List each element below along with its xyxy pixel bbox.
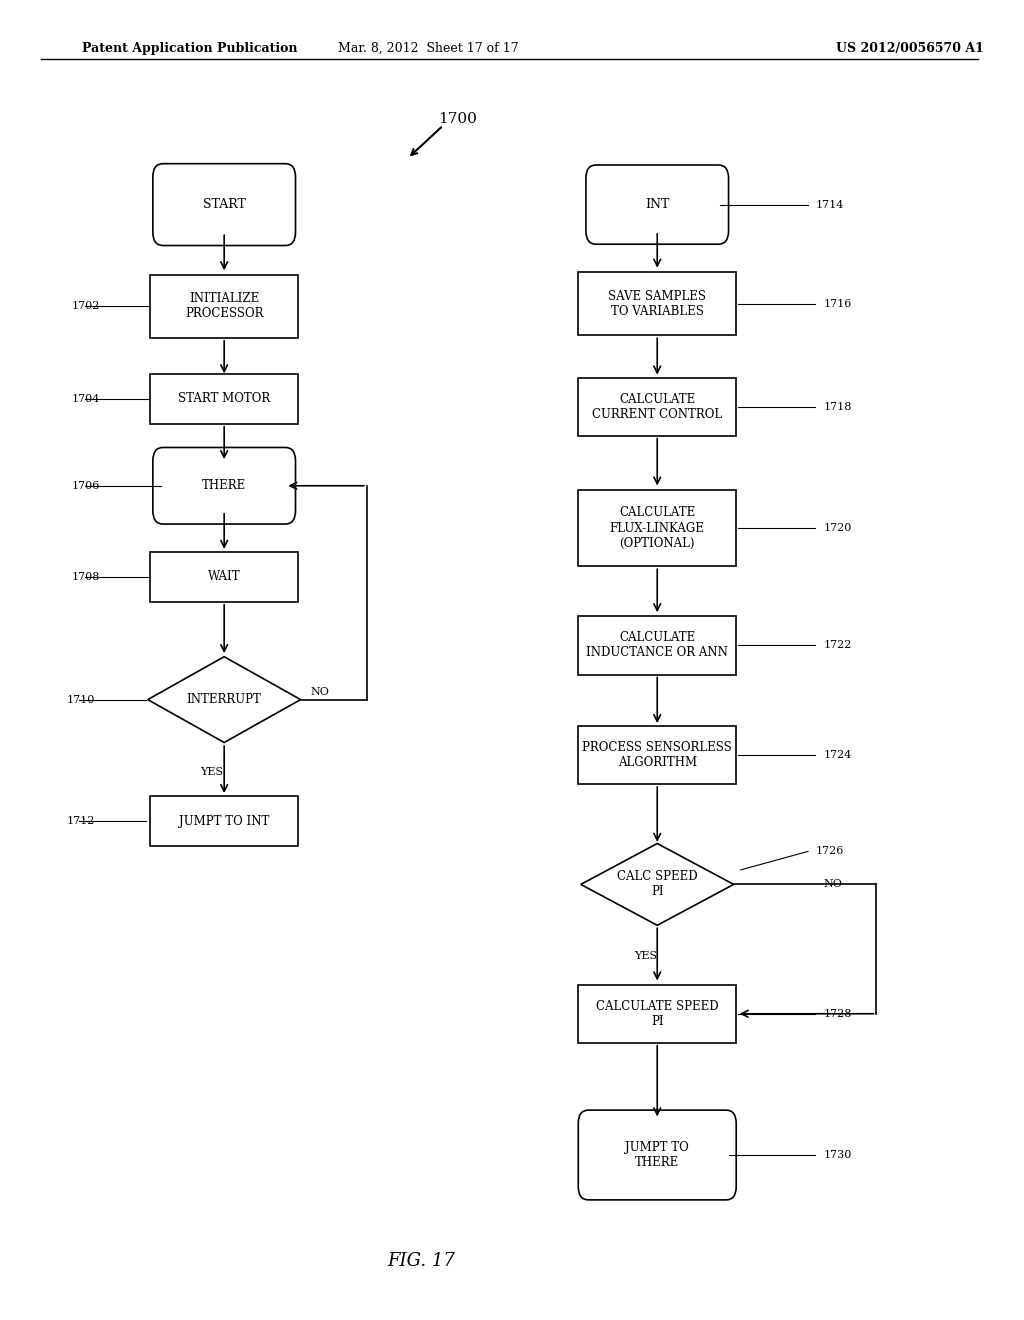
Text: 1702: 1702 <box>72 301 99 312</box>
FancyBboxPatch shape <box>151 374 298 424</box>
FancyBboxPatch shape <box>579 726 736 784</box>
Text: JUMPT TO INT: JUMPT TO INT <box>179 814 269 828</box>
FancyBboxPatch shape <box>579 272 736 335</box>
FancyBboxPatch shape <box>579 985 736 1043</box>
Text: 1728: 1728 <box>823 1008 852 1019</box>
FancyBboxPatch shape <box>579 1110 736 1200</box>
Text: 1726: 1726 <box>815 846 844 857</box>
Text: 1718: 1718 <box>823 401 852 412</box>
Text: JUMPT TO
THERE: JUMPT TO THERE <box>626 1140 689 1170</box>
Text: 1708: 1708 <box>72 572 99 582</box>
Polygon shape <box>147 657 301 742</box>
FancyBboxPatch shape <box>579 378 736 436</box>
Text: NO: NO <box>823 879 842 890</box>
Text: 1720: 1720 <box>823 523 852 533</box>
FancyBboxPatch shape <box>151 796 298 846</box>
Text: 1710: 1710 <box>67 694 94 705</box>
Text: INITIALIZE
PROCESSOR: INITIALIZE PROCESSOR <box>185 292 263 321</box>
FancyBboxPatch shape <box>579 616 736 675</box>
Text: 1706: 1706 <box>72 480 99 491</box>
Text: CALCULATE SPEED
PI: CALCULATE SPEED PI <box>596 999 719 1028</box>
Text: CALC SPEED
PI: CALC SPEED PI <box>616 870 697 899</box>
Text: PROCESS SENSORLESS
ALGORITHM: PROCESS SENSORLESS ALGORITHM <box>583 741 732 770</box>
Text: INTERRUPT: INTERRUPT <box>186 693 261 706</box>
Text: 1712: 1712 <box>67 816 94 826</box>
FancyBboxPatch shape <box>153 447 296 524</box>
Text: 1724: 1724 <box>823 750 852 760</box>
Text: CALCULATE
INDUCTANCE OR ANN: CALCULATE INDUCTANCE OR ANN <box>587 631 728 660</box>
FancyBboxPatch shape <box>153 164 296 246</box>
FancyBboxPatch shape <box>151 552 298 602</box>
Text: CALCULATE
FLUX-LINKAGE
(OPTIONAL): CALCULATE FLUX-LINKAGE (OPTIONAL) <box>610 507 705 549</box>
Text: US 2012/0056570 A1: US 2012/0056570 A1 <box>836 42 983 55</box>
Text: 1716: 1716 <box>823 298 852 309</box>
Text: 1714: 1714 <box>815 199 844 210</box>
Text: CALCULATE
CURRENT CONTROL: CALCULATE CURRENT CONTROL <box>592 392 722 421</box>
Text: INT: INT <box>645 198 670 211</box>
FancyBboxPatch shape <box>151 275 298 338</box>
Polygon shape <box>581 843 733 925</box>
Text: YES: YES <box>200 767 223 777</box>
Text: Patent Application Publication: Patent Application Publication <box>82 42 297 55</box>
Text: 1730: 1730 <box>823 1150 852 1160</box>
Text: YES: YES <box>634 950 657 961</box>
Text: 1704: 1704 <box>72 393 99 404</box>
Text: WAIT: WAIT <box>208 570 241 583</box>
FancyBboxPatch shape <box>586 165 728 244</box>
FancyBboxPatch shape <box>579 490 736 566</box>
Text: FIG. 17: FIG. 17 <box>387 1251 455 1270</box>
Text: 1722: 1722 <box>823 640 852 651</box>
Text: NO: NO <box>311 686 330 697</box>
Text: SAVE SAMPLES
TO VARIABLES: SAVE SAMPLES TO VARIABLES <box>608 289 707 318</box>
Text: THERE: THERE <box>202 479 247 492</box>
Text: START: START <box>203 198 246 211</box>
Text: Mar. 8, 2012  Sheet 17 of 17: Mar. 8, 2012 Sheet 17 of 17 <box>338 42 518 55</box>
Text: 1700: 1700 <box>438 112 477 127</box>
Text: START MOTOR: START MOTOR <box>178 392 270 405</box>
